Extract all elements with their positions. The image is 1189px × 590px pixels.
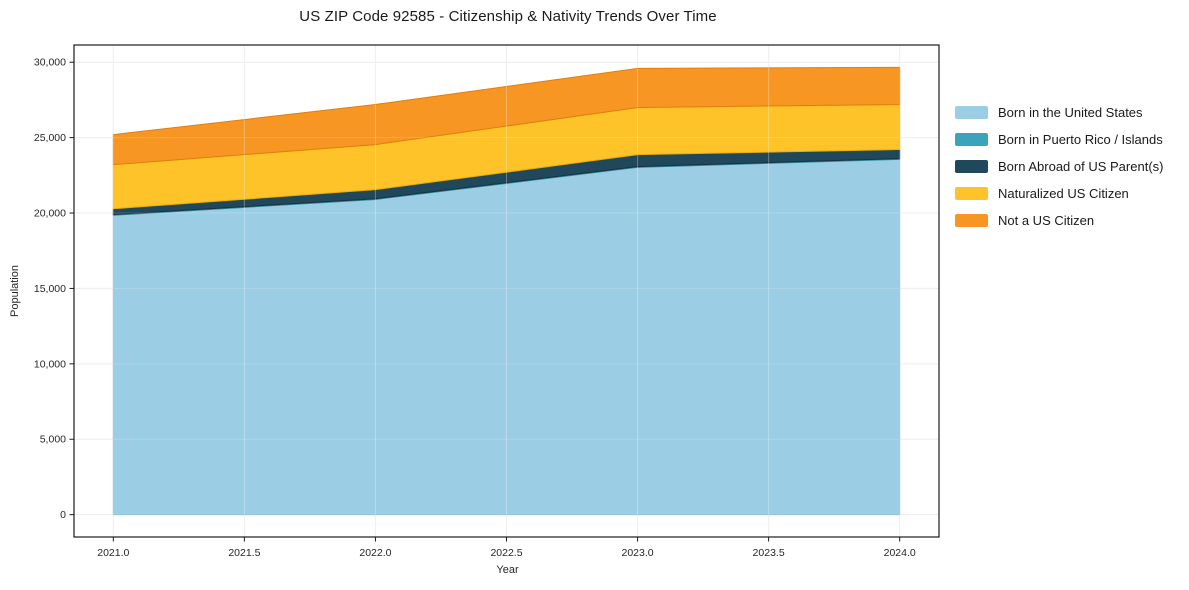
x-tick-label: 2023.5: [753, 547, 785, 559]
y-tick-label: 0: [60, 509, 66, 521]
y-tick-label: 5,000: [40, 434, 66, 446]
legend-label: Born Abroad of US Parent(s): [998, 159, 1164, 174]
legend-item: Born in the United States: [955, 99, 1187, 126]
x-tick-label: 2021.0: [97, 547, 129, 559]
chart-title: US ZIP Code 92585 - Citizenship & Nativi…: [299, 8, 717, 25]
legend-swatch: [955, 214, 988, 227]
x-tick-label: 2023.0: [621, 547, 653, 559]
area-series-5: [112, 66, 901, 166]
legend-label: Naturalized US Citizen: [998, 186, 1129, 201]
legend-item: Born in Puerto Rico / Islands: [955, 126, 1187, 153]
legend-label: Born in Puerto Rico / Islands: [998, 132, 1163, 147]
legend: Born in the United States Born in Puerto …: [955, 99, 1187, 234]
x-tick-label: 2024.0: [884, 547, 916, 559]
y-tick-label: 30,000: [34, 57, 66, 69]
y-tick-label: 10,000: [34, 358, 66, 370]
x-axis-label: Year: [496, 564, 519, 576]
x-tick-label: 2021.5: [228, 547, 260, 559]
legend-swatch: [955, 187, 988, 200]
legend-item: Not a US Citizen: [955, 207, 1187, 234]
legend-swatch: [955, 106, 988, 119]
legend-swatch: [955, 133, 988, 146]
legend-label: Not a US Citizen: [998, 213, 1095, 228]
y-tick-label: 15,000: [34, 283, 66, 295]
y-tick-label: 25,000: [34, 132, 66, 144]
y-tick-label: 20,000: [34, 208, 66, 220]
legend-label: Born in the United States: [998, 105, 1143, 120]
y-axis-label: Population: [9, 265, 21, 317]
x-tick-label: 2022.5: [490, 547, 522, 559]
x-tick-label: 2022.0: [359, 547, 391, 559]
legend-item: Born Abroad of US Parent(s): [955, 153, 1187, 180]
legend-swatch: [955, 160, 988, 173]
legend-item: Naturalized US Citizen: [955, 180, 1187, 207]
